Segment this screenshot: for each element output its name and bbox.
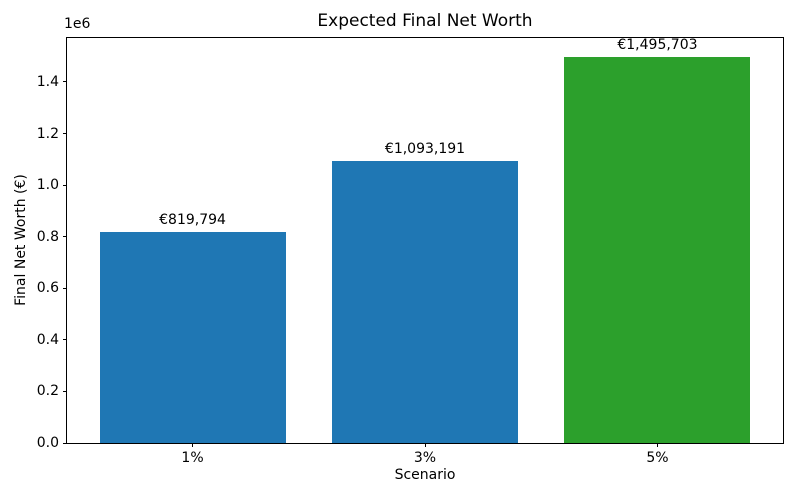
plot-area: 0.0 0.2 0.4 0.6 0.8 1.0 1.2 1.4 €819,794 1% €1,093… [37,37,784,466]
y-tick-label: 0.2 [36,383,59,400]
y-tick-label: 0.8 [36,228,59,245]
chart-title: Expected Final Net Worth [317,11,533,31]
x-tick-label: 1% [181,450,204,466]
bar-value-label: €1,495,703 [617,37,698,54]
bar-1% [99,231,286,443]
y-tick-label: 1.4 [36,73,59,90]
y-tick-label: 0.4 [36,331,59,348]
y-tick-label: 0.6 [36,280,59,297]
y-tick-mark [63,81,67,83]
y-tick-mark [63,184,67,186]
y-axis-offset-label: 1e6 [64,16,91,32]
y-tick-mark [63,236,67,238]
bar-5% [564,57,751,443]
x-tick-label: 3% [413,450,437,466]
y-tick-mark [63,287,67,289]
y-tick-mark [63,442,67,444]
x-axis-label: Scenario [394,467,456,483]
bar-value-label: €819,794 [159,211,226,228]
x-tick-mark [424,443,426,447]
y-tick-mark [63,339,67,341]
y-tick-mark [63,133,67,135]
y-axis-label: Final Net Worth (€) [13,174,29,306]
y-tick-label: 1.0 [36,177,59,194]
bar-3% [332,161,518,443]
y-tick-label: 1.2 [36,125,59,142]
bar-value-label: €1,093,191 [384,141,466,158]
y-tick-label: 0.0 [36,435,59,451]
x-tick-label: 5% [646,450,669,466]
y-tick-mark [63,390,67,392]
x-tick-mark [192,443,194,447]
x-tick-mark [656,443,658,447]
